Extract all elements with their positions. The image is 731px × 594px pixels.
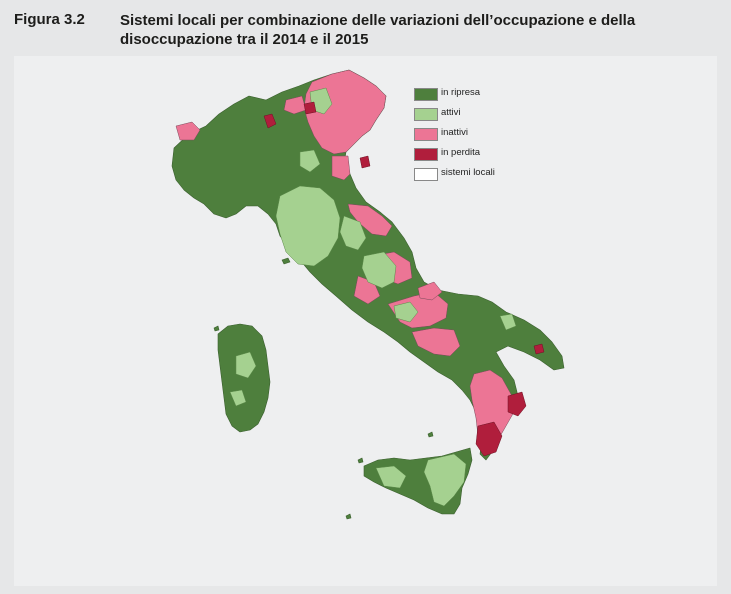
- legend-item-in-ripresa: in ripresa: [414, 86, 534, 106]
- attivi-sicily-west: [375, 465, 407, 489]
- attivi-sardinia-south: [229, 389, 247, 407]
- map-panel: in ripresa attivi inattivi in perdita si…: [14, 56, 717, 586]
- perdita-calabria-south: [475, 421, 503, 457]
- legend-label: sistemi locali: [441, 167, 495, 178]
- legend-swatch-attivi: [414, 108, 438, 121]
- sardinia: [217, 323, 271, 433]
- elba-island: [281, 257, 291, 265]
- island-small-1: [213, 325, 220, 332]
- legend-item-in-perdita: in perdita: [414, 146, 534, 166]
- inattivi-lombardy-east: [283, 95, 307, 115]
- inattivi-molise: [417, 281, 443, 301]
- legend-item-sistemi-locali: sistemi locali: [414, 166, 534, 186]
- inattivi-marche: [347, 203, 393, 237]
- italy-map: [171, 69, 565, 520]
- attivi-lazio: [361, 251, 397, 289]
- legend-swatch-inattivi: [414, 128, 438, 141]
- legend-swatch-in-ripresa: [414, 88, 438, 101]
- perdita-puglia: [533, 343, 545, 355]
- legend-item-attivi: attivi: [414, 106, 534, 126]
- inattivi-veneto-south: [331, 155, 351, 181]
- attivi-tuscany: [275, 185, 341, 267]
- figure-title: Sistemi locali per combinazione delle va…: [120, 12, 636, 48]
- inattivi-lombardy-west: [175, 121, 201, 141]
- legend-label: inattivi: [441, 127, 468, 138]
- attivi-sardinia: [235, 351, 257, 379]
- attivi-apulia: [499, 313, 517, 331]
- legend-label: in ripresa: [441, 87, 481, 98]
- island-small-3: [427, 431, 434, 438]
- perdita-lombardy: [263, 113, 277, 129]
- attivi-campania: [393, 301, 419, 323]
- legend-swatch-sistemi-locali: [414, 168, 438, 181]
- perdita-calabria-north: [507, 391, 527, 417]
- attivi-umbria: [339, 215, 367, 251]
- legend-label: in perdita: [441, 147, 481, 158]
- island-small-4: [345, 513, 352, 520]
- map-legend: in ripresa attivi inattivi in perdita si…: [414, 86, 534, 186]
- figure-header: Figura 3.2 Sistemi locali per combinazio…: [0, 0, 731, 56]
- attivi-piedmont-east: [299, 149, 321, 173]
- perdita-emilia: [359, 155, 371, 169]
- legend-item-inattivi: inattivi: [414, 126, 534, 146]
- perdita-veneto: [303, 101, 317, 115]
- inattivi-basilicata: [411, 327, 461, 357]
- legend-swatch-in-perdita: [414, 148, 438, 161]
- legend-label: attivi: [441, 107, 461, 118]
- island-small-2: [357, 457, 364, 464]
- attivi-sicily-east: [423, 453, 467, 507]
- figure-label: Figura 3.2: [14, 11, 85, 28]
